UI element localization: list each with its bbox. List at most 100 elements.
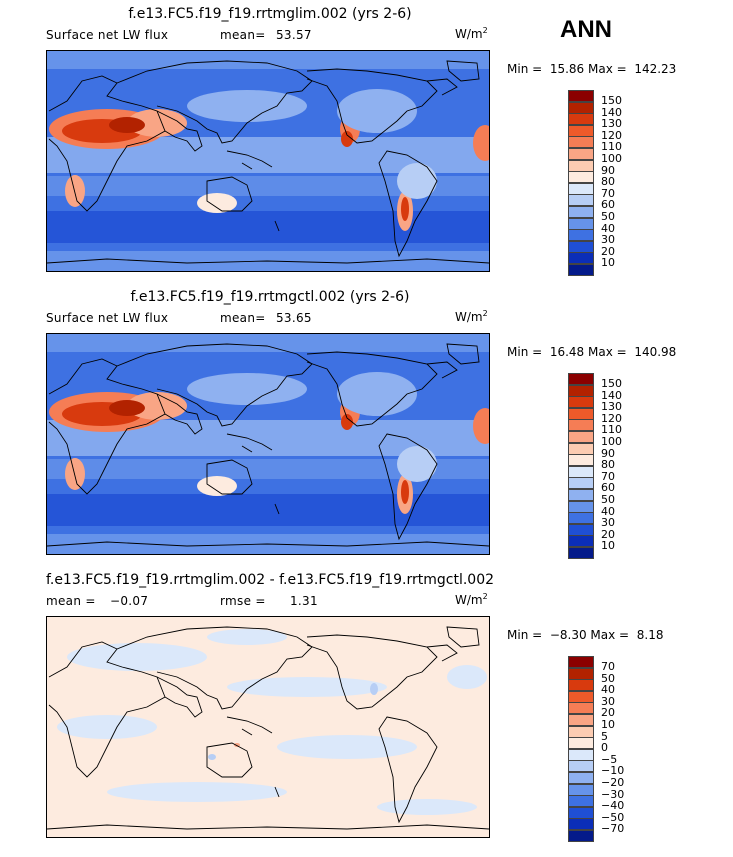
min-max-readout: Min = 15.86 Max = 142.23 bbox=[507, 62, 677, 76]
colorbar-swatch bbox=[568, 159, 594, 172]
colorbar-tick-label: 70 bbox=[601, 469, 615, 483]
panel-title: f.e13.FC5.f19_f19.rrtmglim.002 (yrs 2-6) bbox=[128, 6, 412, 22]
colorbar-tick-label: −30 bbox=[601, 787, 625, 801]
world-map bbox=[46, 50, 490, 272]
colorbar-swatch bbox=[568, 818, 594, 831]
colorbar-swatch bbox=[568, 148, 594, 160]
colorbar-tick-label: 120 bbox=[601, 128, 622, 142]
colorbar-swatch bbox=[568, 396, 594, 409]
units-label: W/m2 bbox=[455, 309, 488, 324]
colorbar-swatch bbox=[568, 523, 594, 536]
colorbar-tick-label: −10 bbox=[601, 764, 625, 778]
field-name: Surface net LW flux bbox=[46, 311, 169, 325]
colorbar-tick-label: 40 bbox=[601, 221, 615, 235]
colorbar-swatch bbox=[568, 407, 594, 420]
panel-title: f.e13.FC5.f19_f19.rrtmgctl.002 (yrs 2-6) bbox=[130, 289, 410, 305]
colorbar-swatch bbox=[568, 101, 594, 114]
panel-control: f.e13.FC5.f19_f19.rrtmgctl.002 (yrs 2-6)… bbox=[0, 289, 733, 574]
colorbar-swatch bbox=[568, 442, 594, 455]
colorbar-tick-label: 80 bbox=[601, 458, 615, 472]
colorbar-swatch bbox=[568, 113, 594, 126]
colorbar-tick-label: 90 bbox=[601, 163, 615, 177]
colorbar-swatch bbox=[568, 512, 594, 525]
colorbar-swatch bbox=[568, 477, 594, 490]
colorbar-tick-label: 40 bbox=[601, 504, 615, 518]
units-label: W/m2 bbox=[455, 592, 488, 607]
colorbar-tick-label: 30 bbox=[601, 694, 615, 708]
colorbar-swatch bbox=[568, 667, 594, 680]
colorbar-swatch bbox=[568, 465, 594, 478]
stat-value: 53.65 bbox=[276, 311, 312, 325]
colorbar-tick-label: 50 bbox=[601, 671, 615, 685]
colorbar-swatch bbox=[568, 384, 594, 397]
stat-value: 53.57 bbox=[276, 28, 312, 42]
colorbar-tick-label: 30 bbox=[601, 233, 615, 247]
colorbar-tick-label: −20 bbox=[601, 776, 625, 789]
world-map bbox=[46, 616, 490, 838]
colorbar-tick-label: 40 bbox=[601, 683, 615, 697]
colorbar-tick-label: 120 bbox=[601, 411, 622, 425]
colorbar-tick-label: 10 bbox=[601, 539, 615, 553]
colorbar-swatch bbox=[568, 500, 594, 513]
colorbar-tick-label: 20 bbox=[601, 527, 615, 541]
colorbar-swatch bbox=[568, 547, 594, 559]
colorbar-tick-label: 80 bbox=[601, 175, 615, 189]
colorbar-tick-label: 50 bbox=[601, 210, 615, 223]
colorbar-swatch bbox=[568, 702, 594, 715]
colorbar-tick-label: 70 bbox=[601, 660, 615, 673]
stat-label: mean= bbox=[220, 28, 266, 42]
colorbar-tick-label: −70 bbox=[601, 822, 625, 836]
colorbar-swatch bbox=[568, 772, 594, 784]
season-label: ANN bbox=[560, 16, 612, 43]
colorbar-tick-label: 0 bbox=[601, 741, 608, 755]
colorbar-tick-label: 130 bbox=[601, 400, 622, 414]
colorbar-swatch bbox=[568, 206, 594, 218]
stat-value: −0.07 bbox=[110, 594, 149, 608]
colorbar-swatch bbox=[568, 217, 594, 230]
rmse-label: rmse = bbox=[220, 594, 266, 608]
colorbar-swatch bbox=[568, 171, 594, 184]
colorbar-swatch bbox=[568, 679, 594, 692]
colorbar-swatch bbox=[568, 714, 594, 726]
colorbar-swatch bbox=[568, 489, 594, 501]
colorbar-swatch bbox=[568, 783, 594, 796]
colorbar-tick-label: 100 bbox=[601, 435, 622, 448]
colorbar-tick-label: 140 bbox=[601, 105, 622, 119]
min-max-readout: Min = 16.48 Max = 140.98 bbox=[507, 345, 677, 359]
colorbar-swatch bbox=[568, 136, 594, 149]
colorbar-swatch bbox=[568, 737, 594, 750]
rmse-value: 1.31 bbox=[290, 594, 318, 608]
colorbar-swatch bbox=[568, 264, 594, 276]
colorbar-swatch bbox=[568, 229, 594, 242]
colorbar-tick-label: 10 bbox=[601, 256, 615, 270]
colorbar-tick-label: 100 bbox=[601, 152, 622, 165]
colorbar-tick-label: 5 bbox=[601, 729, 608, 743]
panel-model: f.e13.FC5.f19_f19.rrtmglim.002 (yrs 2-6)… bbox=[0, 6, 733, 291]
colorbar-tick-label: 20 bbox=[601, 706, 615, 720]
units-label: W/m2 bbox=[455, 26, 488, 41]
colorbar-swatch bbox=[568, 535, 594, 548]
colorbar-swatch bbox=[568, 252, 594, 265]
colorbar-swatch bbox=[568, 806, 594, 819]
colorbar-swatch bbox=[568, 194, 594, 207]
colorbar-swatch bbox=[568, 90, 594, 102]
colorbar-swatch bbox=[568, 690, 594, 703]
colorbar-swatch bbox=[568, 656, 594, 668]
colorbar-swatch bbox=[568, 760, 594, 773]
colorbar-tick-label: 20 bbox=[601, 244, 615, 258]
colorbar-swatch bbox=[568, 182, 594, 195]
colorbar-swatch bbox=[568, 240, 594, 253]
colorbar-swatch bbox=[568, 124, 594, 137]
field-name: Surface net LW flux bbox=[46, 28, 169, 42]
min-max-readout: Min = −8.30 Max = 8.18 bbox=[507, 628, 664, 642]
colorbar-tick-label: 90 bbox=[601, 446, 615, 460]
colorbar-tick-label: 70 bbox=[601, 186, 615, 200]
colorbar-tick-label: 30 bbox=[601, 516, 615, 530]
stat-label: mean = bbox=[46, 594, 96, 608]
colorbar-swatch bbox=[568, 748, 594, 761]
panel-title: f.e13.FC5.f19_f19.rrtmglim.002 - f.e13.F… bbox=[45, 572, 495, 588]
colorbar-tick-label: 110 bbox=[601, 140, 622, 154]
colorbar-tick-label: 10 bbox=[601, 718, 615, 731]
colorbar-swatch bbox=[568, 454, 594, 467]
colorbar-swatch bbox=[568, 830, 594, 842]
